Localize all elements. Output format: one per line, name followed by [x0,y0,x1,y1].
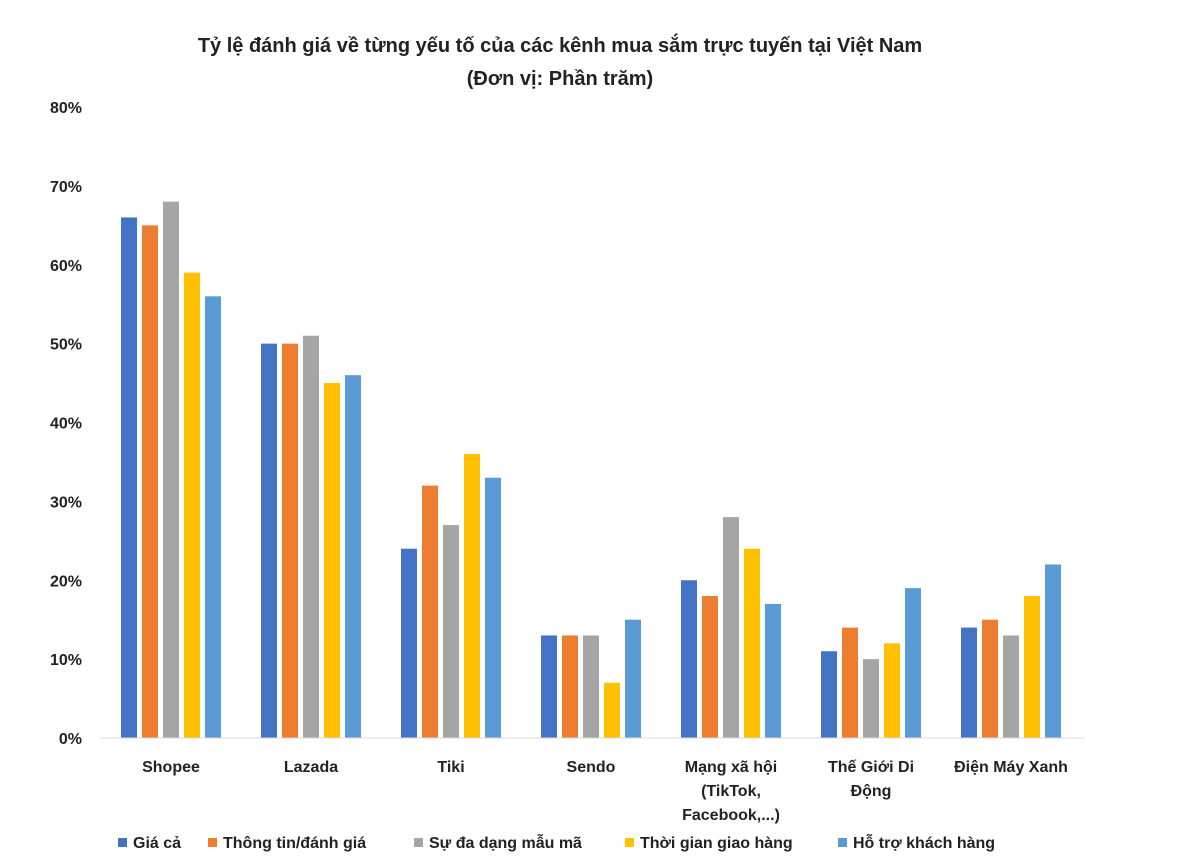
legend-label: Thời gian giao hàng [640,835,793,852]
bar [205,296,221,738]
bar [121,217,137,739]
bar [1045,564,1061,738]
bar [163,201,179,738]
y-tick-label: 70% [50,179,82,196]
bar [184,272,200,738]
bar [604,682,620,738]
bar [464,454,480,738]
bar [443,525,459,738]
legend-swatch [625,838,634,847]
legend: Giá cả Thông tin/đánh giá Sự đa dạng mẫu m… [118,833,995,852]
bar [541,635,557,738]
legend-swatch [838,838,847,847]
legend-swatch [208,838,217,847]
y-tick-label: 40% [50,416,82,433]
category-label: Facebook,...) [682,807,780,824]
y-tick-label: 30% [50,494,82,511]
category-label: Lazada [284,759,338,776]
legend-label: Sự đa dạng mẫu mã [429,833,582,852]
bar [765,603,781,738]
legend-label: Giá cả [133,835,181,852]
y-tick-label: 80% [50,100,82,117]
y-axis: 0% 10% 20% 30% 40% 50% 60% 70% 80% [50,100,82,748]
bar [863,659,879,738]
category-label: Thế Giới Di [828,759,914,776]
legend-label: Hỗ trợ khách hàng [853,833,995,852]
y-tick-label: 20% [50,573,82,590]
bar [744,548,760,738]
category-label: Shopee [142,759,200,776]
bar [261,343,277,738]
legend-swatch [118,838,127,847]
y-tick-label: 0% [59,731,82,748]
bar [485,477,501,738]
y-tick-label: 60% [50,258,82,275]
bar [1003,635,1019,738]
bar [625,619,641,738]
bar [961,627,977,738]
bar [681,580,697,738]
x-axis: Shopee Lazada Tiki Sendo Mạng xã hội (TikTok,… [100,737,1085,824]
legend-label: Thông tin/đánh giá [223,835,366,852]
bar [401,548,417,738]
bar [282,343,298,738]
bar [723,517,739,738]
bar [1024,596,1040,738]
bar [842,627,858,738]
category-label: Tiki [437,759,464,776]
bar [345,375,361,738]
bar [702,596,718,738]
y-tick-label: 50% [50,337,82,354]
bar [562,635,578,738]
chart-subtitle: (Đơn vị: Phần trăm) [467,68,653,90]
y-tick-label: 10% [50,652,82,669]
bar [422,485,438,738]
category-label: Mạng xã hội [685,759,777,776]
category-label: Sendo [567,759,616,776]
bars [121,201,1061,739]
legend-swatch [414,838,423,847]
bar [303,335,319,738]
category-label: Điện Máy Xanh [954,759,1068,776]
bar [324,383,340,738]
bar [583,635,599,738]
bar [884,643,900,738]
bar [821,651,837,738]
bar [982,619,998,738]
bar [142,225,158,738]
category-label: (TikTok, [701,783,761,800]
chart-title: Tỷ lệ đánh giá về từng yếu tố của các kê… [198,33,922,57]
category-label: Động [851,783,892,800]
bar [905,588,921,738]
